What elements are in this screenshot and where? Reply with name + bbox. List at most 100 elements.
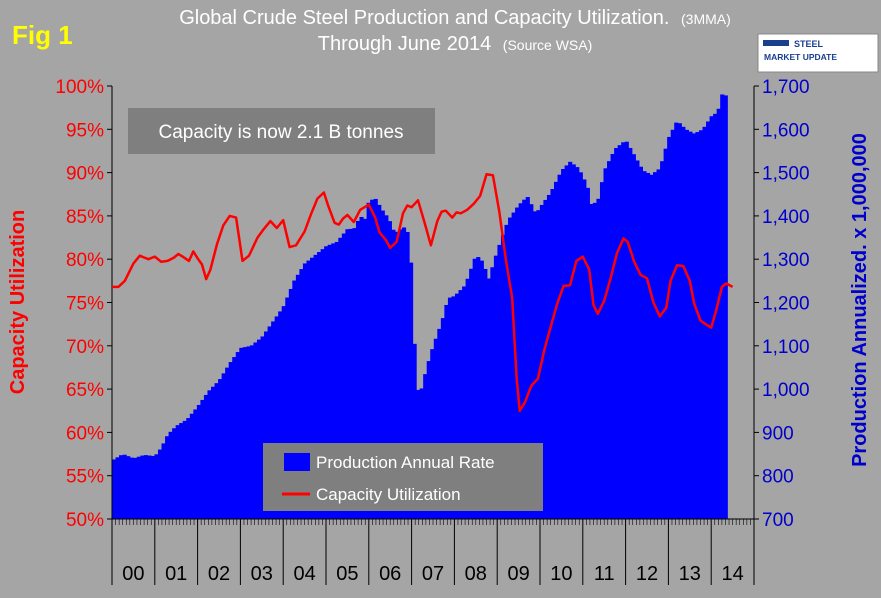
production-bar <box>476 257 481 519</box>
right-tick-label: 1,400 <box>762 207 810 228</box>
logo-stripe <box>763 40 789 46</box>
left-tick-label: 100% <box>55 77 104 98</box>
production-bar <box>599 182 605 519</box>
x-tick-label: 03 <box>251 563 273 585</box>
production-bar <box>444 304 449 519</box>
production-bar <box>624 141 629 519</box>
legend-label-capacity: Capacity Utilization <box>316 485 461 504</box>
production-bar <box>341 233 346 519</box>
logo-line1: STEEL <box>794 39 824 49</box>
production-bar <box>465 278 470 519</box>
chart-title-note: (3MMA) <box>681 11 731 27</box>
legend-label-production: Production Annual Rate <box>316 453 495 472</box>
production-bar <box>716 108 721 519</box>
production-bar <box>295 274 301 519</box>
production-bar <box>695 132 700 520</box>
production-bar <box>691 133 697 520</box>
production-bar <box>320 249 325 519</box>
production-bar <box>631 154 636 519</box>
production-bar <box>306 260 311 519</box>
production-bar <box>585 187 590 519</box>
left-tick-label: 60% <box>66 423 104 444</box>
production-bar <box>193 409 198 519</box>
production-bar <box>486 278 491 519</box>
production-bar <box>405 231 410 519</box>
production-bar <box>426 361 431 519</box>
production-bar <box>310 257 315 519</box>
production-bar <box>596 198 601 519</box>
production-bar <box>161 443 166 519</box>
production-bar <box>271 321 276 519</box>
production-bar <box>334 241 339 519</box>
production-bar <box>638 166 643 519</box>
production-bar <box>154 454 159 519</box>
production-bar <box>706 121 711 519</box>
x-tick-label: 04 <box>293 563 315 585</box>
right-tick-label: 1,300 <box>762 250 810 271</box>
production-bar <box>281 306 286 519</box>
production-bar <box>582 179 587 519</box>
production-bar <box>260 336 265 519</box>
left-tick-label: 90% <box>66 164 104 185</box>
production-bar <box>504 224 509 519</box>
x-tick-label: 05 <box>336 563 358 585</box>
production-bar <box>140 455 145 519</box>
production-bar <box>543 199 548 519</box>
x-tick-label: 08 <box>465 563 487 585</box>
production-bar <box>274 316 279 519</box>
production-bar <box>472 258 477 519</box>
production-bar <box>189 413 194 519</box>
right-tick-label: 800 <box>762 467 794 488</box>
production-bar <box>359 216 364 519</box>
production-bar <box>377 204 382 519</box>
production-bar <box>617 145 622 519</box>
x-tick-label: 01 <box>165 563 187 585</box>
fig-label: Fig 1 <box>12 20 73 50</box>
left-tick-label: 75% <box>66 294 104 315</box>
logo-line2: MARKET UPDATE <box>764 52 837 62</box>
x-tick-label: 09 <box>507 563 529 585</box>
production-bar <box>122 454 127 519</box>
production-bar <box>387 221 392 519</box>
production-bar <box>462 286 467 519</box>
production-bar <box>571 164 576 519</box>
production-bar <box>203 394 209 519</box>
production-bar <box>278 311 283 519</box>
production-bar <box>352 228 357 519</box>
production-bar <box>430 349 435 519</box>
x-tick-label: 13 <box>679 563 701 585</box>
production-bar <box>493 255 499 519</box>
right-tick-label: 1,600 <box>762 120 810 141</box>
production-bar <box>115 457 120 519</box>
production-bar <box>518 203 523 519</box>
production-bar <box>440 318 445 519</box>
production-bar <box>458 290 463 519</box>
production-bar <box>327 244 332 519</box>
production-bar <box>522 199 527 519</box>
production-bar <box>589 203 594 519</box>
capacity-line-group <box>112 173 734 413</box>
production-bar <box>256 339 262 519</box>
production-bar <box>412 343 417 519</box>
production-bar <box>553 181 559 519</box>
steel-market-update-logo: STEEL MARKET UPDATE <box>757 33 879 73</box>
production-bar <box>561 168 566 520</box>
production-bar <box>479 260 484 519</box>
production-bar <box>564 165 569 519</box>
production-bar <box>628 147 633 519</box>
production-bar <box>186 418 191 519</box>
right-tick-label: 1,200 <box>762 294 810 315</box>
production-bar <box>709 116 714 519</box>
production-bars <box>112 94 728 520</box>
production-bar <box>249 345 255 519</box>
production-bar <box>211 386 216 519</box>
production-bar <box>677 123 682 519</box>
x-tick-label: 00 <box>122 563 144 585</box>
axes: 00 01 02 03 04 05 06 07 08 09 10 11 12 13 14 50% 55% 60% 6… <box>55 77 810 585</box>
x-tick-label: 11 <box>594 563 615 585</box>
production-bar <box>288 288 293 519</box>
production-bar <box>299 269 304 519</box>
production-bar <box>221 373 226 519</box>
production-bar <box>635 160 640 519</box>
